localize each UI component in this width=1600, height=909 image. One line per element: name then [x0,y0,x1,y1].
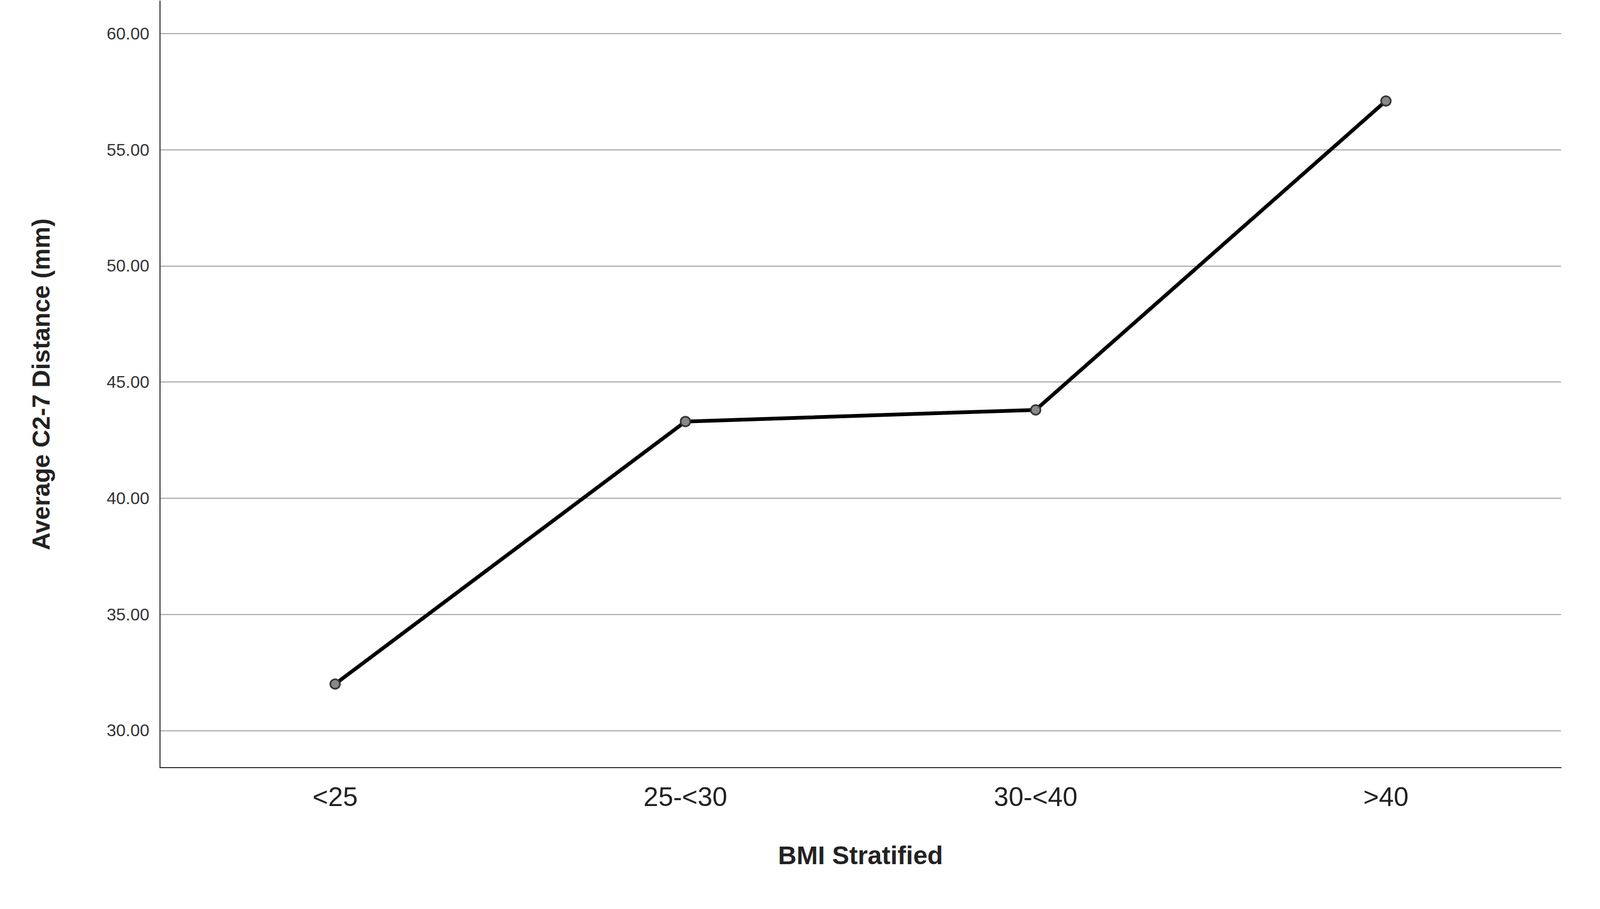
svg-text:40.00: 40.00 [106,488,150,508]
svg-text:BMI Stratified: BMI Stratified [778,841,943,870]
svg-text:45.00: 45.00 [106,372,150,392]
svg-text:60.00: 60.00 [106,24,150,44]
svg-text:30.00: 30.00 [106,720,150,740]
svg-text:<25: <25 [312,781,358,812]
svg-text:Average C2-7 Distance (mm): Average C2-7 Distance (mm) [27,218,55,550]
svg-text:55.00: 55.00 [106,140,150,160]
svg-text:25-<30: 25-<30 [643,781,728,812]
svg-text:30-<40: 30-<40 [993,781,1078,812]
svg-text:>40: >40 [1363,781,1409,812]
svg-text:50.00: 50.00 [106,256,150,276]
svg-text:35.00: 35.00 [106,604,150,624]
